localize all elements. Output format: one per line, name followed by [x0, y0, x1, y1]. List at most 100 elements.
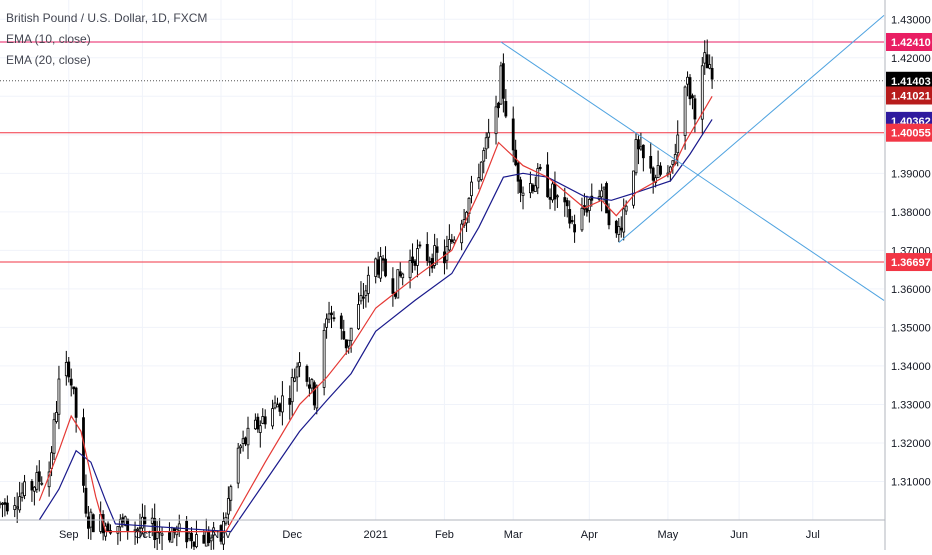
- candle-body: [40, 482, 44, 485]
- candle-body: [106, 523, 110, 532]
- candle-body: [310, 379, 314, 389]
- y-tick-label: 1.38000: [891, 207, 931, 219]
- candle-body: [123, 516, 127, 526]
- candle-body: [170, 531, 174, 543]
- candle-body: [177, 523, 181, 532]
- candle-body: [330, 312, 333, 316]
- candle-body: [384, 258, 387, 277]
- candle-body: [168, 532, 171, 541]
- candle-body: [87, 516, 90, 529]
- candle-body: [391, 278, 395, 294]
- price-tag-bg: [886, 253, 932, 272]
- candle-body: [116, 526, 120, 534]
- candle-body: [138, 527, 142, 530]
- candle-body: [305, 365, 309, 382]
- candle-body: [396, 269, 400, 299]
- y-tick-label: 1.36000: [891, 284, 931, 296]
- candle-body: [253, 419, 257, 430]
- candle-body: [288, 398, 292, 405]
- candle-body: [607, 210, 611, 226]
- candle-body: [364, 290, 368, 296]
- y-tick-label: 1.34000: [891, 361, 931, 373]
- candle-body: [381, 258, 385, 261]
- candle-body: [538, 166, 542, 169]
- candle-body: [659, 165, 662, 175]
- candle-body: [605, 183, 608, 214]
- candle-body: [293, 377, 297, 382]
- candle-body: [536, 168, 540, 189]
- legend-ema10: EMA (10, close): [6, 32, 91, 46]
- candle-body: [499, 65, 503, 105]
- price-tag-label: 1.40055: [891, 128, 931, 140]
- candle-body: [533, 185, 537, 193]
- candle-body: [339, 315, 343, 329]
- candle-body: [614, 220, 618, 234]
- candle-body: [529, 183, 532, 194]
- candle-body: [634, 139, 638, 174]
- x-tick-label: May: [658, 529, 679, 541]
- x-tick-label: Apr: [581, 529, 598, 541]
- candle-body: [484, 137, 488, 150]
- candle-body: [708, 64, 712, 69]
- candle-body: [1, 502, 4, 505]
- x-tick-label: Feb: [435, 529, 454, 541]
- candle-body: [688, 77, 692, 100]
- candle-body: [428, 261, 432, 263]
- candle-body: [18, 496, 22, 511]
- y-tick-label: 1.37000: [891, 245, 931, 257]
- candle-body: [497, 102, 500, 109]
- candle-body: [443, 251, 446, 264]
- trendline: [500, 41, 885, 301]
- candle-body: [74, 387, 78, 418]
- candle-body: [600, 190, 604, 198]
- legend-ema20: EMA (20, close): [6, 53, 91, 67]
- candle-body: [622, 208, 626, 233]
- candle-body: [244, 437, 247, 445]
- candle-body: [693, 98, 697, 120]
- candle-body: [639, 146, 643, 150]
- candle-body: [187, 532, 191, 540]
- candle-body: [619, 227, 623, 231]
- candle-body: [418, 244, 422, 247]
- candle-body: [580, 207, 584, 231]
- candle-body: [516, 162, 520, 182]
- candle-body: [261, 416, 265, 424]
- candle-body: [654, 177, 658, 183]
- candle-body: [133, 529, 137, 532]
- candle-body: [67, 361, 71, 378]
- price-tag-bg: [886, 123, 932, 142]
- candle-body: [705, 54, 709, 69]
- candle-body: [263, 416, 267, 425]
- candle-body: [362, 296, 365, 299]
- candle-body: [624, 205, 628, 212]
- candle-body: [141, 516, 144, 529]
- candle-body: [160, 533, 164, 536]
- candle-body: [258, 425, 262, 433]
- candle-body: [710, 67, 714, 80]
- trendline: [618, 15, 885, 244]
- candle-body: [229, 486, 233, 501]
- candle-body: [276, 404, 279, 408]
- candle-body: [64, 362, 68, 377]
- candle-body: [433, 245, 437, 266]
- candle-body: [35, 472, 39, 490]
- x-tick-label: Oct: [134, 529, 151, 541]
- price-tag-label: 1.41021: [891, 90, 931, 102]
- candle-body: [256, 416, 260, 430]
- candle-body: [342, 331, 346, 340]
- candle-body: [408, 260, 412, 279]
- candle-body: [494, 106, 498, 135]
- candle-body: [82, 417, 85, 486]
- candle-body: [487, 132, 491, 138]
- candle-body: [219, 525, 223, 542]
- candle-body: [55, 412, 58, 422]
- price-tag-bg: [886, 71, 932, 90]
- y-tick-label: 1.32000: [891, 438, 931, 450]
- candle-body: [52, 419, 56, 454]
- ema10-line: [38, 95, 713, 533]
- candle-body: [546, 164, 549, 198]
- candle-body: [192, 541, 196, 547]
